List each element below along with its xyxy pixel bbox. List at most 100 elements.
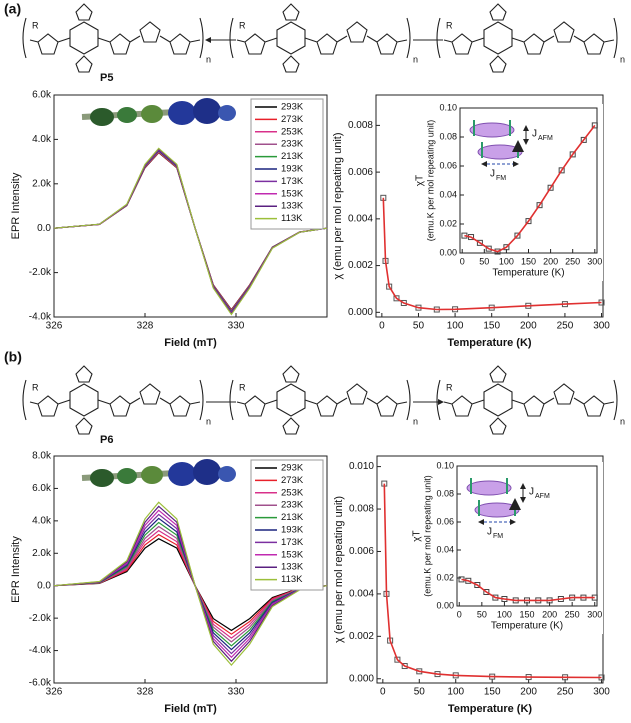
x-axis-label: Field (mT) [164,703,217,715]
substituent-label: R [239,382,246,392]
chart: -6.0k -4.0k -2.0k 0.0 2.0k 4.0k 6.0k 8.0k 326 328… [10,451,328,715]
orbital-image [82,459,236,487]
x-tick-label: 200 [520,321,537,332]
structure-unit [22,3,204,73]
data-point [536,202,543,209]
y-tick-label: 0.00 [436,600,454,610]
x-tick-label: 300 [593,321,610,332]
legend-box [250,459,324,591]
y-tick-label: 0.06 [439,160,457,170]
fit-line [382,197,602,311]
fit-line [383,483,602,679]
x-tick-label: 100 [447,321,464,332]
legend-label: 233K [281,500,304,511]
x-tick-label: 100 [499,256,514,266]
coupling-sub: FM [496,175,506,182]
coupling-symbol: J [529,487,534,498]
x-tick-label: 200 [542,609,557,619]
y-tick-label: 0.00 [439,247,457,257]
x-tick-label: 100 [447,687,464,698]
structure-unit [436,3,618,73]
y-tick-label: 0.02 [436,572,454,582]
data-point [558,167,565,174]
y-tick-label: 0.004 [349,589,374,600]
x-tick-label: 326 [46,321,63,332]
x-tick-label: 300 [587,256,602,266]
x-axis-label: Field (mT) [164,337,217,349]
y-tick-label: -2.0k [29,267,52,278]
y-tick-label: 0.0 [37,223,51,234]
legend-label: 293K [281,102,304,113]
y-tick-label: 0.008 [348,120,373,131]
data-point [393,295,400,302]
y-axis-label: χ (emu per mol repeating unit) [333,496,345,643]
legend-box [250,98,324,230]
x-axis-label: Temperature (K) [492,268,564,279]
y-tick-label: 0.006 [348,167,373,178]
data-point [394,656,401,663]
x-tick-label: 330 [228,687,245,698]
legend-label: 133K [281,201,304,212]
y-tick-label: 0.006 [349,546,374,557]
x-tick-label: 50 [413,321,425,332]
y-axis-unit: (emu.K per mol repeating unit) [422,475,432,597]
chart: -4.0k -2.0k 0.0 2.0k 4.0k 6.0k 326 328 330 Field … [10,90,328,349]
y-axis-unit: (emu.K per mol repeating unit) [425,120,435,242]
coupling-sub: FM [493,533,503,540]
y-tick-label: 0.002 [348,260,373,271]
plot-frame [53,94,328,318]
data-point [503,244,510,251]
x-tick-label: 200 [520,687,537,698]
x-tick-label: 150 [483,321,500,332]
structure-unit [436,365,618,435]
y-axis-label: χ (emu per mol repeating unit) [332,132,344,279]
y-axis-label: EPR Intensity [10,172,22,239]
panel-label: (a) [4,1,21,17]
legend-label: 153K [281,549,304,560]
legend-label: 253K [281,487,304,498]
y-tick-label: 0.004 [348,213,373,224]
y-tick-label: 2.0k [32,178,52,189]
x-tick-label: 0 [379,321,385,332]
structure-unit [229,365,411,435]
coupling-sub: AFM [535,493,550,500]
coupling-symbol: J [532,129,537,140]
polymer-label: P5 [100,72,113,84]
structure-unit [22,365,204,435]
legend-label: 113K [281,213,303,224]
fit-line [464,124,596,253]
y-tick-label: 0.04 [439,189,457,199]
x-tick-label: 0 [460,256,465,266]
x-axis-label: Temperature (K) [447,337,531,349]
x-tick-label: 330 [228,321,245,332]
legend-label: 173K [281,176,304,187]
data-point [580,136,587,143]
x-tick-label: 250 [565,256,580,266]
y-tick-label: 0.0 [37,580,51,591]
x-tick-label: 150 [521,256,536,266]
y-tick-label: 8.0k [32,451,52,462]
repeat-label: n [413,416,418,426]
y-tick-label: -4.0k [29,645,52,656]
data-point [474,582,481,588]
polymer-label: P6 [100,434,113,446]
repeat-label: n [206,416,211,426]
x-tick-label: 250 [557,321,574,332]
repeat-label: n [206,54,211,64]
legend-label: 253K [281,126,304,137]
legend-label: 193K [281,525,304,536]
data-point [525,218,532,225]
x-axis-label: Temperature (K) [491,621,563,632]
y-tick-label: 0.000 [348,307,373,318]
coupling-sub: AFM [538,135,553,142]
substituent-label: R [32,20,39,30]
repeat-label: n [620,416,625,426]
legend-label: 213K [281,512,304,523]
data-point [483,589,490,595]
y-tick-label: 4.0k [32,515,52,526]
epr-line [53,501,328,667]
legend-label: 133K [281,562,304,573]
x-axis-label: Temperature (K) [448,703,532,715]
legend-label: 113K [281,574,303,585]
